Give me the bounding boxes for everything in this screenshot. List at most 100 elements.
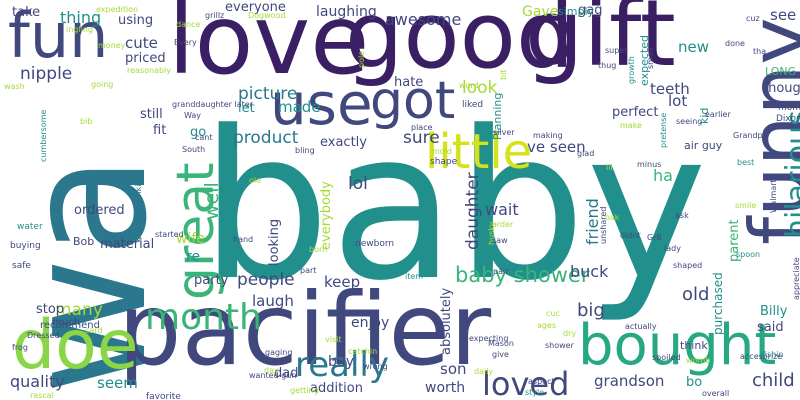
word-15: really bbox=[295, 345, 389, 385]
word-28: look bbox=[462, 78, 498, 98]
word-142: South bbox=[182, 145, 206, 154]
word-170: daily bbox=[474, 367, 494, 376]
word-145: grillz bbox=[205, 11, 225, 20]
word-133: born bbox=[309, 245, 328, 254]
word-30: lol bbox=[348, 174, 368, 194]
word-92: mom bbox=[778, 103, 800, 113]
word-38: grandson bbox=[594, 372, 665, 390]
word-45: ve seen bbox=[527, 138, 586, 156]
word-121: thug bbox=[598, 61, 617, 70]
word-109: actually bbox=[625, 322, 657, 331]
word-72: addition bbox=[310, 381, 363, 396]
word-12: little bbox=[425, 124, 533, 180]
word-115: getting bbox=[290, 386, 319, 395]
word-157: didnt bbox=[620, 231, 641, 240]
word-39: many bbox=[55, 300, 103, 320]
word-149: Dressed bbox=[27, 331, 60, 340]
word-85: everybody bbox=[319, 181, 334, 250]
word-42: well bbox=[201, 182, 223, 220]
word-26: nipple bbox=[20, 64, 73, 84]
word-40: seem bbox=[97, 374, 138, 392]
word-139: pair bbox=[493, 267, 509, 276]
word-124: shaped bbox=[673, 261, 703, 270]
word-140: Adorable binki bbox=[134, 184, 143, 243]
word-106: Way bbox=[184, 111, 202, 120]
word-125: best bbox=[737, 158, 755, 167]
word-18: quality bbox=[10, 372, 65, 391]
word-161: tha bbox=[753, 47, 767, 56]
word-64: let bbox=[238, 101, 255, 116]
word-98: favorite bbox=[146, 392, 181, 400]
word-22: picture bbox=[238, 84, 298, 104]
word-163: minus bbox=[637, 160, 662, 169]
word-29: sure bbox=[403, 128, 440, 148]
word-138: item bbox=[405, 272, 424, 281]
word-136: place bbox=[411, 123, 433, 132]
word-102: buying bbox=[10, 241, 41, 251]
word-21: product bbox=[233, 128, 299, 148]
word-61: wife bbox=[176, 231, 205, 247]
word-44: keep bbox=[324, 273, 361, 291]
word-86: absolutely bbox=[439, 287, 454, 355]
word-75: Billy bbox=[760, 304, 788, 319]
word-184: make bbox=[620, 121, 642, 130]
word-193: ages bbox=[537, 321, 557, 330]
word-32: daughter bbox=[463, 172, 483, 250]
word-104: liked bbox=[462, 100, 484, 110]
word-3: good bbox=[345, 0, 575, 89]
word-52: lot bbox=[668, 92, 688, 110]
word-185: bib bbox=[80, 117, 93, 126]
word-17: loved bbox=[482, 365, 570, 400]
word-66: fit bbox=[153, 123, 167, 138]
word-180: ole bbox=[249, 176, 262, 185]
word-67: hate bbox=[394, 75, 424, 90]
word-128: overall bbox=[702, 389, 730, 398]
word-131: hand bbox=[233, 235, 254, 244]
word-97: much bbox=[52, 317, 80, 328]
word-143: gaging bbox=[265, 348, 293, 357]
word-112: aspect bbox=[528, 377, 555, 386]
word-105: cant bbox=[195, 133, 213, 142]
word-123: lady bbox=[664, 244, 681, 253]
word-108: expecting bbox=[469, 334, 509, 343]
word-113: give bbox=[492, 350, 509, 359]
word-165: Walmart bbox=[769, 179, 778, 213]
word-87: Bob bbox=[73, 235, 95, 248]
word-111: style bbox=[525, 388, 545, 397]
word-73: purchased bbox=[711, 272, 725, 335]
word-51: see bbox=[770, 6, 797, 24]
word-156: Gr8 bbox=[647, 233, 662, 242]
word-182: husky bbox=[487, 221, 496, 245]
word-47: enjoy bbox=[351, 315, 390, 331]
word-116: saw bbox=[492, 236, 508, 245]
word-20: baby shower bbox=[455, 263, 590, 287]
word-77: take bbox=[12, 5, 41, 20]
word-9: doe bbox=[12, 306, 139, 385]
word-135: bling bbox=[295, 146, 315, 155]
word-62: re bbox=[186, 249, 201, 265]
word-186: wash bbox=[4, 82, 25, 91]
word-178: word bbox=[459, 81, 479, 90]
word-10: use bbox=[270, 70, 373, 138]
word-114: wrong bbox=[363, 362, 388, 371]
word-176: Dogwood bbox=[248, 11, 286, 20]
word-153: growth bbox=[627, 56, 636, 84]
word-172: expedition bbox=[96, 5, 139, 14]
word-162: earlier bbox=[705, 110, 731, 119]
word-57: everyone bbox=[225, 0, 286, 15]
word-146: going bbox=[91, 80, 114, 89]
word-80: perfect bbox=[612, 105, 659, 120]
word-160: cuz bbox=[746, 14, 760, 23]
word-5: pacifier bbox=[118, 271, 492, 388]
word-147: Every bbox=[174, 38, 197, 47]
word-181: visit bbox=[325, 335, 342, 344]
word-48: buy bbox=[328, 354, 355, 370]
word-7: fun bbox=[8, 0, 109, 72]
word-174: money bbox=[98, 41, 126, 50]
word-37: son bbox=[440, 360, 467, 378]
word-88: think bbox=[680, 339, 708, 352]
word-183: lil bbox=[606, 163, 613, 172]
word-83: gag bbox=[578, 3, 603, 18]
word-53: teeth bbox=[650, 80, 690, 98]
